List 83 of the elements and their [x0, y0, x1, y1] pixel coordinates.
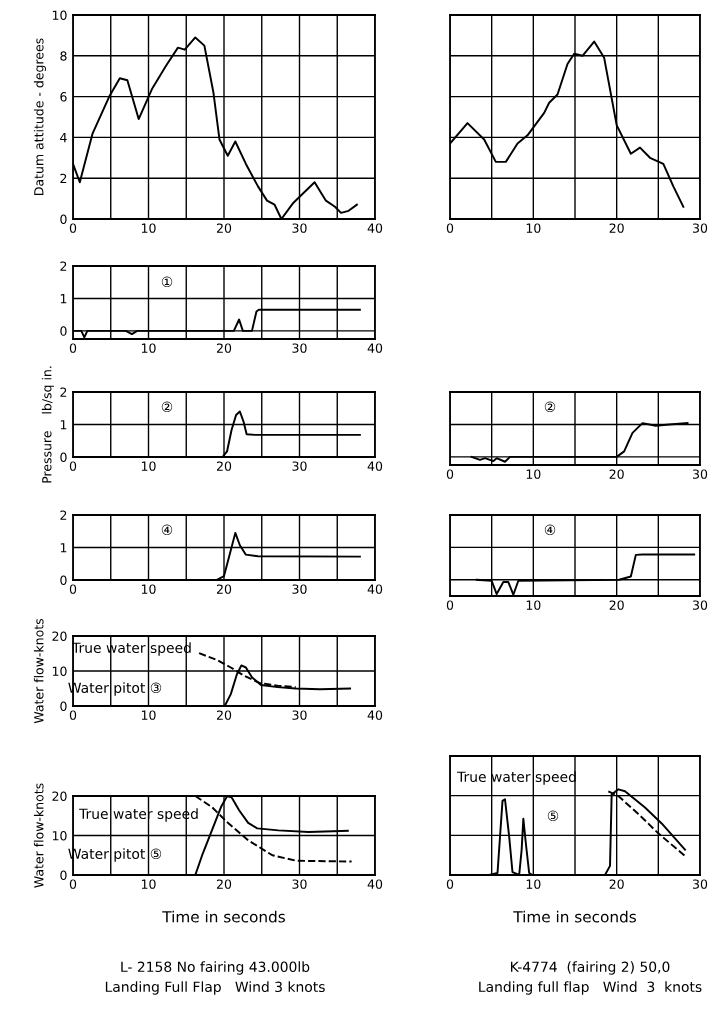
x-tick-label: 0	[446, 600, 454, 610]
y-tick-label: 8	[60, 51, 67, 61]
x-tick-label: 40	[367, 223, 383, 233]
x-tick-label: 40	[367, 584, 383, 594]
x-tick-label: 10	[141, 343, 156, 353]
x-tick-label: 20	[609, 879, 624, 889]
y-tick-label: 10	[52, 10, 67, 20]
x-tick-label: 10	[141, 584, 156, 594]
x-tick-label: 30	[292, 710, 307, 720]
y-tick-label: 0	[60, 214, 67, 224]
text: Landing Full Flap Wind 3 knots	[105, 981, 325, 995]
x-tick-label: 40	[367, 343, 383, 353]
y-tick-label: 1	[60, 294, 67, 304]
x-tick-label: 30	[292, 223, 307, 233]
y-tick-label: 4	[60, 133, 67, 143]
y-axis-title: Water flow-knots	[33, 618, 44, 724]
x-tick-label: 20	[216, 879, 232, 889]
x-tick-label: 30	[693, 223, 708, 233]
x-tick-label: 10	[141, 461, 156, 471]
x-tick-label: 10	[526, 223, 541, 233]
x-tick-label: 10	[526, 469, 541, 479]
x-tick-label: 20	[609, 469, 624, 479]
x-tick-label: 40	[367, 710, 383, 720]
x-tick-label: 40	[367, 461, 383, 471]
annotation: ②	[544, 401, 556, 412]
x-tick-label: 30	[693, 469, 708, 479]
y-tick-label: 6	[60, 92, 67, 102]
x-tick-label: 0	[69, 343, 77, 353]
x-tick-label: 20	[609, 223, 624, 233]
x-tick-label: 40	[367, 879, 383, 889]
y-tick-label: 10	[52, 830, 67, 841]
x-tick-label: 20	[216, 343, 232, 353]
text: Landing full flap Wind 3 knots	[479, 981, 702, 995]
x-tick-label: 10	[526, 600, 541, 610]
x-tick-label: 0	[69, 879, 77, 889]
x-tick-label: 30	[292, 461, 307, 471]
x-tick-label: 10	[141, 879, 156, 889]
x-tick-label: 0	[446, 469, 454, 479]
text: K-4774 (fairing 2) 50,0	[511, 961, 670, 975]
x-tick-label: 10	[526, 879, 541, 889]
y-tick-label: 10	[52, 666, 67, 676]
y-tick-label: 20	[52, 631, 67, 641]
y-tick-label: 0	[60, 326, 67, 336]
x-tick-label: 0	[446, 879, 454, 889]
x-tick-label: 20	[216, 710, 232, 720]
y-axis-title: Datum attitude - degrees	[33, 38, 46, 195]
x-tick-label: 10	[141, 710, 156, 720]
y-axis-title: Water flow-knots	[33, 783, 44, 888]
x-tick-label: 30	[693, 600, 708, 610]
y-tick-label: 2	[60, 173, 67, 183]
annotation: ④	[544, 524, 556, 535]
annotation: ①	[161, 276, 173, 287]
y-tick-label: 1	[60, 543, 67, 553]
annotation: ⑤	[547, 810, 559, 821]
y-axis-title: Pressure lb/sq in.	[41, 366, 54, 483]
x-tick-label: 0	[69, 710, 77, 720]
y-tick-label: 1	[60, 420, 67, 430]
x-tick-label: 0	[446, 223, 454, 233]
x-axis-title: Time in seconds	[513, 910, 636, 923]
x-tick-label: 20	[216, 584, 232, 594]
y-tick-label: 0	[60, 870, 67, 880]
annotation: ④	[161, 524, 173, 535]
x-tick-label: 0	[69, 584, 77, 594]
x-tick-label: 20	[216, 223, 232, 233]
x-tick-label: 30	[292, 584, 307, 594]
text: L- 2158 No fairing 43.000lb	[121, 961, 310, 975]
y-tick-label: 0	[60, 701, 67, 711]
x-axis-title: Time in seconds	[162, 910, 285, 923]
x-tick-label: 30	[292, 879, 307, 889]
y-tick-label: 2	[60, 387, 67, 397]
y-tick-label: 0	[60, 575, 67, 585]
x-tick-label: 20	[216, 461, 232, 471]
y-tick-label: 0	[60, 452, 67, 462]
y-tick-label: 2	[60, 510, 67, 520]
x-tick-label: 0	[69, 223, 77, 233]
y-tick-label: 2	[60, 261, 67, 271]
x-tick-label: 10	[141, 223, 156, 233]
x-tick-label: 0	[69, 461, 77, 471]
x-tick-label: 30	[292, 343, 307, 353]
x-tick-label: 30	[693, 879, 708, 889]
annotation: ②	[161, 401, 173, 412]
y-tick-label: 20	[52, 791, 67, 801]
x-tick-label: 20	[609, 600, 624, 610]
